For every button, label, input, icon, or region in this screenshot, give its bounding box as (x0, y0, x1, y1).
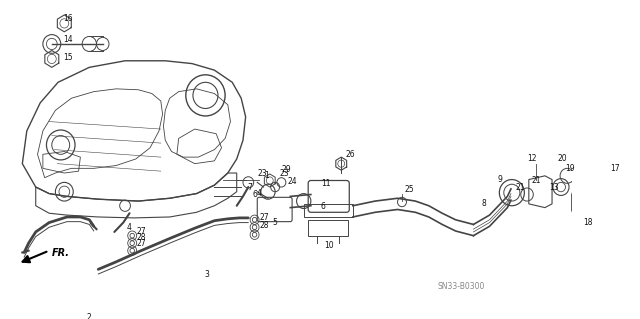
Text: 26: 26 (346, 150, 355, 159)
Text: 4: 4 (257, 189, 262, 198)
Text: 29: 29 (281, 165, 291, 174)
Text: 27: 27 (260, 213, 269, 222)
Text: 20: 20 (558, 154, 568, 163)
Text: 25: 25 (404, 185, 414, 194)
Text: 10: 10 (324, 241, 333, 249)
Text: 7: 7 (248, 183, 253, 192)
Text: SN33-B0300: SN33-B0300 (438, 282, 485, 291)
Text: 1: 1 (264, 171, 269, 180)
Text: 2: 2 (87, 314, 92, 319)
Text: 16: 16 (63, 14, 73, 23)
Text: 17: 17 (610, 164, 620, 173)
Text: 6: 6 (252, 190, 257, 199)
Text: 28: 28 (136, 233, 146, 242)
Text: 27: 27 (136, 239, 146, 248)
Text: 5: 5 (273, 218, 278, 227)
Text: 4: 4 (127, 223, 132, 232)
Text: 14: 14 (63, 35, 73, 44)
Text: 27: 27 (136, 227, 146, 236)
Text: 18: 18 (583, 218, 593, 227)
Text: 28: 28 (260, 221, 269, 230)
Text: 23: 23 (279, 169, 289, 178)
Text: 11: 11 (321, 179, 331, 188)
Text: 3: 3 (205, 270, 210, 278)
Text: 24: 24 (287, 177, 297, 186)
Text: 19: 19 (565, 164, 575, 173)
Text: 6: 6 (321, 202, 326, 211)
Text: 21: 21 (531, 176, 541, 185)
Text: 13: 13 (549, 182, 559, 191)
Text: FR.: FR. (52, 248, 70, 257)
Text: 9: 9 (498, 175, 502, 184)
Text: 23: 23 (258, 169, 268, 178)
Text: 12: 12 (527, 154, 537, 163)
Text: 21: 21 (515, 182, 525, 191)
Text: 8: 8 (482, 199, 486, 208)
Text: 15: 15 (63, 54, 73, 63)
